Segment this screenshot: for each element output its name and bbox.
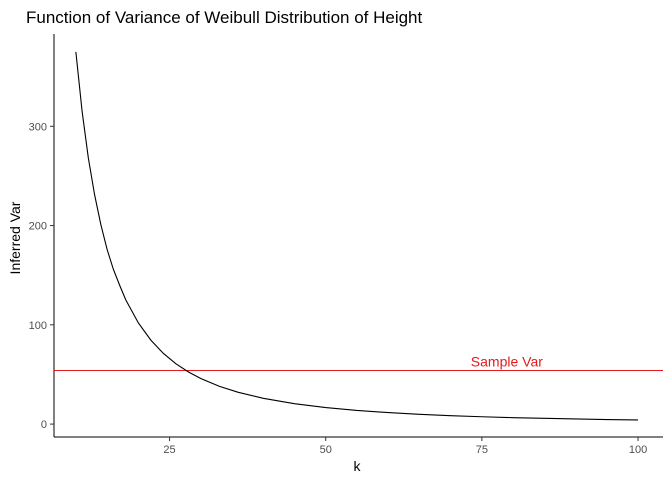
chart-title: Function of Variance of Weibull Distribu… bbox=[26, 8, 423, 27]
y-ticks: 0 100 200 300 bbox=[29, 121, 54, 431]
x-tick-label: 25 bbox=[163, 444, 175, 456]
x-ticks: 25 50 75 100 bbox=[163, 437, 647, 456]
variance-curve bbox=[75, 51, 639, 421]
x-tick-label: 100 bbox=[629, 444, 647, 456]
sample-var-label: Sample Var bbox=[471, 353, 543, 369]
y-tick-label: 0 bbox=[41, 419, 47, 431]
y-axis-title: Inferred Var bbox=[7, 201, 23, 274]
plot-area: 0 100 200 300 25 50 75 100 Sample Var bbox=[29, 34, 663, 456]
x-axis-title: k bbox=[354, 458, 362, 474]
x-tick-label: 75 bbox=[476, 444, 488, 456]
y-tick-label: 100 bbox=[29, 320, 47, 332]
y-tick-label: 200 bbox=[29, 221, 47, 233]
y-tick-label: 300 bbox=[29, 121, 47, 133]
x-tick-label: 50 bbox=[320, 444, 332, 456]
